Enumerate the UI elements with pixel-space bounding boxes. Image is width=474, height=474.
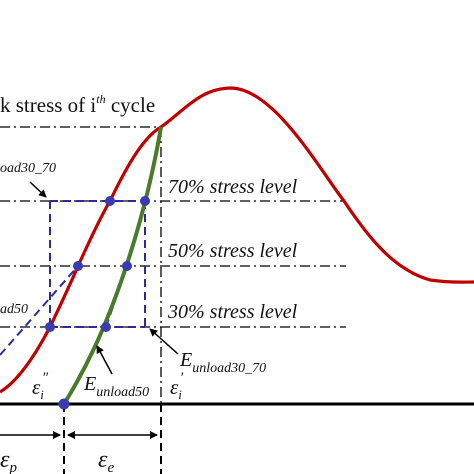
e-unload50-arrow — [96, 345, 113, 375]
level70-label: 70% stress level — [168, 176, 298, 198]
eps-i-prime-label: εi′ — [170, 370, 184, 402]
level50-label: 50% stress level — [168, 240, 298, 262]
stress-strain-curve — [0, 86, 474, 394]
marker-70-unload — [140, 196, 150, 206]
marker-70-envelope — [105, 196, 115, 206]
unload30-70-left-label: oad30_70 — [0, 161, 56, 176]
peak-stress-label: k stress of ith cycle — [0, 92, 155, 117]
marker-residual-strain — [58, 398, 70, 410]
marker-30-envelope — [45, 322, 55, 332]
eps-i-double-prime-label: εi″ — [32, 370, 49, 402]
eps-e-label: εe — [98, 447, 114, 474]
e-unload30-70-arrow — [149, 328, 179, 355]
marker-30-unload — [101, 322, 111, 332]
marker-50-unload — [122, 261, 132, 271]
e-unload30-70-label: Eunload30_70 — [179, 349, 266, 376]
level30-label: 30% stress level — [167, 301, 298, 323]
unload50-secant — [0, 265, 79, 356]
e-unload50-label: Eunload50 — [83, 373, 149, 400]
unload30-70-arrow — [29, 181, 47, 198]
eps-p-label: εp — [0, 447, 17, 474]
unload50-left-label: ad50 — [0, 302, 28, 317]
marker-50-envelope — [73, 261, 83, 271]
